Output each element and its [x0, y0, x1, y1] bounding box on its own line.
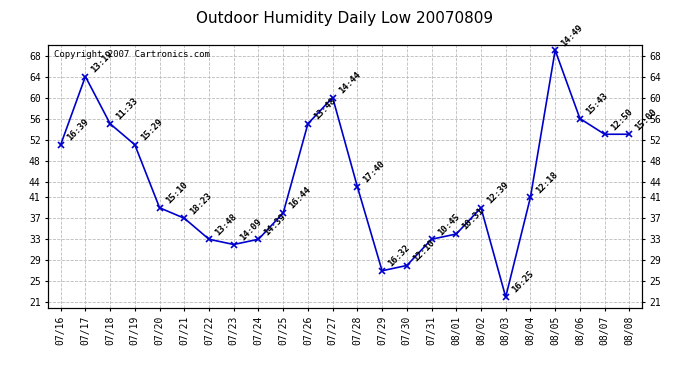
Text: 12:39: 12:39: [485, 180, 511, 206]
Text: 13:19: 13:19: [90, 49, 115, 74]
Text: 15:29: 15:29: [139, 117, 164, 142]
Text: 12:50: 12:50: [609, 107, 634, 132]
Text: Copyright 2007 Cartronics.com: Copyright 2007 Cartronics.com: [55, 50, 210, 59]
Text: 13:48: 13:48: [213, 212, 239, 237]
Text: 10:45: 10:45: [435, 212, 461, 237]
Text: 16:44: 16:44: [287, 186, 313, 211]
Text: 16:39: 16:39: [65, 117, 90, 142]
Text: Outdoor Humidity Daily Low 20070809: Outdoor Humidity Daily Low 20070809: [197, 11, 493, 26]
Text: 15:43: 15:43: [584, 91, 609, 116]
Text: 12:10: 12:10: [411, 238, 436, 263]
Text: 13:48: 13:48: [312, 96, 337, 122]
Text: 14:39: 14:39: [263, 212, 288, 237]
Text: 10:31: 10:31: [460, 207, 486, 232]
Text: 11:33: 11:33: [115, 96, 139, 122]
Text: 16:32: 16:32: [386, 243, 412, 268]
Text: 14:09: 14:09: [238, 217, 264, 242]
Text: 16:25: 16:25: [510, 270, 535, 295]
Text: 18:23: 18:23: [188, 191, 214, 216]
Text: 14:49: 14:49: [560, 23, 584, 48]
Text: 17:40: 17:40: [362, 159, 387, 184]
Text: 15:10: 15:10: [164, 180, 189, 206]
Text: 15:00: 15:00: [633, 107, 659, 132]
Text: 12:18: 12:18: [535, 170, 560, 195]
Text: 14:44: 14:44: [337, 70, 362, 95]
